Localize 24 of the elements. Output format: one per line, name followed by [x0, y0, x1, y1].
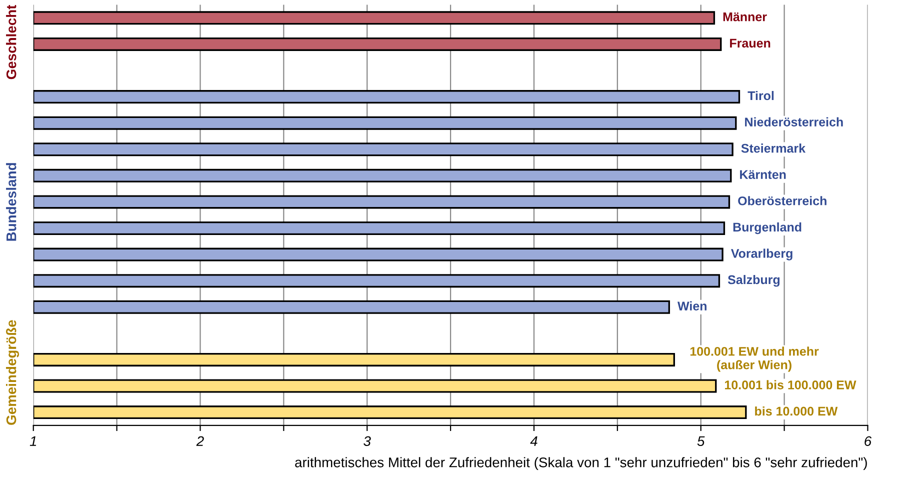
y-tick-label: Männer	[723, 12, 767, 22]
y-tick-label: Niederösterreich	[745, 117, 843, 126]
x-tick-label: 3	[364, 436, 371, 446]
x-tick-label: 1	[30, 436, 36, 446]
y-tick-label: bis 10.000 EW	[755, 406, 838, 416]
y-tick-label: 10.001 bis 100.000 EW	[725, 380, 856, 390]
x-tick-label: 6	[864, 436, 872, 446]
y-tick-label: Tirol	[748, 90, 774, 100]
y-tick-label: Frauen	[730, 38, 770, 48]
y-tick-label: Wien	[678, 301, 706, 310]
y-tick-label: Salzburg	[728, 274, 780, 287]
x-tick-label: 2	[196, 436, 204, 446]
x-axis-title: arithmetisches Mittel der Zufriedenheit (Skala von 1 "sehr unzufrieden" bis 6 "sehr zufrieden")	[295, 457, 867, 470]
text: Gemeindegröße	[6, 320, 20, 425]
text: Bundesland	[6, 163, 16, 241]
x-tick-label: 5	[697, 436, 705, 446]
x-tick-label: 4	[530, 436, 538, 446]
y-tick-label: Steiermark	[741, 144, 806, 153]
y-tick-label: Kärnten	[740, 170, 786, 180]
y-tick-label: 100.001 EW und mehr (außer Wien)	[690, 346, 819, 372]
text: Geschlecht	[6, 4, 16, 80]
y-tick-label: Oberösterreich	[738, 196, 826, 206]
y-tick-label: Vorarlberg	[730, 248, 792, 260]
y-tick-label: Burgenland	[733, 222, 802, 234]
